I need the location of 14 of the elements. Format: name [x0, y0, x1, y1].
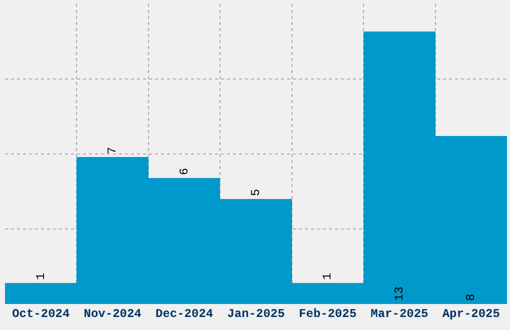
x-tick-label: Mar-2025: [370, 307, 428, 321]
x-tick-label: Nov-2024: [84, 307, 142, 321]
data-label: 1: [320, 272, 335, 280]
x-tick-label: Feb-2025: [298, 307, 357, 321]
data-label: 6: [177, 168, 192, 176]
x-tick-label: Apr-2025: [442, 307, 500, 321]
x-tick-label: Jan-2025: [227, 307, 285, 321]
data-label: 13: [392, 286, 406, 301]
data-label: 8: [464, 294, 478, 301]
data-label: 1: [34, 272, 48, 280]
x-tick-label: Oct-2024: [12, 307, 70, 321]
data-label: 7: [106, 146, 120, 154]
x-tick-label: Dec-2024: [155, 307, 214, 321]
data-label: 5: [249, 188, 263, 196]
